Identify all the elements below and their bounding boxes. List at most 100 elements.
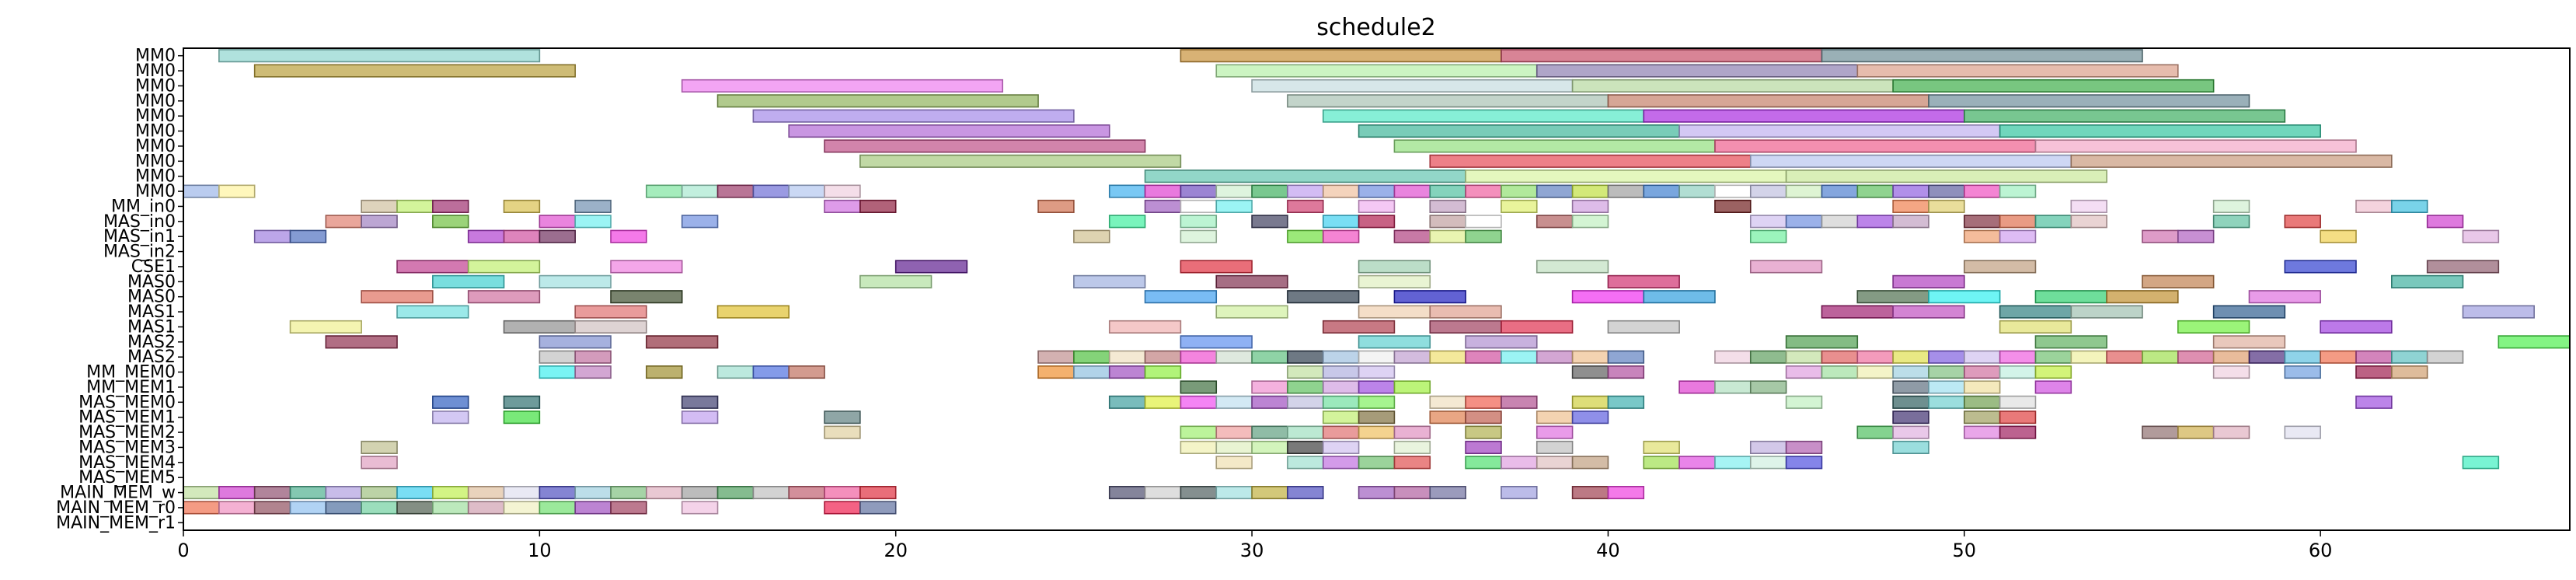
task-bar — [716, 184, 755, 198]
task-bar — [1322, 411, 1360, 425]
task-bar — [1607, 395, 1645, 409]
task-bar — [361, 199, 398, 213]
task-bar — [1892, 365, 1929, 379]
task-bar — [325, 486, 362, 500]
task-bar — [1287, 184, 1324, 198]
task-bar — [716, 305, 790, 319]
task-bar — [1251, 380, 1288, 394]
task-bar — [361, 456, 398, 470]
x-tick-label: 20 — [884, 540, 908, 561]
task-bar — [1856, 64, 2179, 78]
task-bar — [539, 229, 576, 243]
task-bar — [1785, 169, 2107, 183]
task-bar — [2320, 229, 2357, 243]
task-bar — [1393, 184, 1431, 198]
task-bar — [253, 501, 291, 515]
task-bar — [539, 486, 576, 500]
task-bar — [467, 229, 505, 243]
task-bar — [646, 365, 683, 379]
task-bar — [1535, 440, 1574, 454]
task-bar — [2034, 215, 2072, 229]
task-bar — [2355, 199, 2393, 213]
task-bar — [1501, 395, 1538, 409]
task-bar — [1928, 94, 2250, 108]
task-bar — [824, 139, 1146, 153]
x-tick-label: 60 — [2309, 540, 2333, 561]
y-tick-label: MAS_MEM3 — [78, 438, 176, 457]
task-bar — [1358, 274, 1431, 288]
task-bar — [1571, 184, 1609, 198]
task-bar — [1358, 395, 1396, 409]
y-tick-label: MAS0 — [127, 288, 176, 307]
task-bar — [396, 260, 469, 274]
task-bar — [1928, 184, 1965, 198]
task-bar — [467, 260, 541, 274]
task-bar — [1215, 395, 1253, 409]
task-bar — [824, 184, 861, 198]
task-bar — [503, 199, 541, 213]
task-bar — [1180, 260, 1253, 274]
task-bar — [1963, 350, 2001, 364]
y-tick-label: MAS2 — [127, 348, 176, 367]
task-bar — [1928, 290, 2001, 304]
task-bar — [1180, 486, 1218, 500]
task-bar — [2355, 365, 2393, 379]
task-bar — [1251, 215, 1288, 229]
task-bar — [1749, 154, 2072, 168]
task-bar — [2070, 154, 2393, 168]
y-tick-label: MM0 — [135, 61, 176, 81]
task-bar — [1892, 79, 2215, 93]
task-bar — [1501, 350, 1538, 364]
task-bar — [681, 395, 719, 409]
y-tick-label: MAS1 — [127, 317, 176, 337]
task-bar — [2034, 365, 2072, 379]
task-bar — [1358, 260, 1431, 274]
task-bar — [1892, 395, 1929, 409]
task-bar — [1643, 456, 1680, 470]
task-bar — [1429, 320, 1502, 334]
task-bar — [503, 229, 541, 243]
task-bar — [1429, 184, 1466, 198]
task-bar — [1963, 425, 2001, 439]
task-bar — [1963, 411, 2001, 425]
task-bar — [1287, 94, 1609, 108]
task-bar — [1251, 184, 1288, 198]
task-bar — [2106, 290, 2179, 304]
task-bar — [2070, 199, 2107, 213]
task-bar — [1287, 486, 1324, 500]
task-bar — [1999, 184, 2037, 198]
task-bar — [1215, 486, 1253, 500]
task-bar — [1535, 425, 1574, 439]
task-bar — [2391, 350, 2428, 364]
task-bar — [1892, 215, 1929, 229]
task-bar — [1322, 365, 1360, 379]
task-bar — [1429, 154, 1752, 168]
task-bar — [2284, 425, 2321, 439]
task-bar — [1358, 184, 1396, 198]
task-bar — [2177, 320, 2250, 334]
task-bar — [1251, 79, 1574, 93]
task-bar — [1393, 229, 1431, 243]
task-bar — [1180, 184, 1218, 198]
task-bar — [1144, 184, 1182, 198]
task-bar — [610, 501, 647, 515]
task-bar — [1465, 184, 1502, 198]
task-bar — [2034, 380, 2072, 394]
task-bar — [1571, 486, 1609, 500]
task-bar — [1144, 199, 1182, 213]
task-bar — [1287, 350, 1324, 364]
task-bar — [1180, 49, 1502, 63]
task-bar — [1465, 335, 1538, 349]
task-bar — [2142, 425, 2179, 439]
task-bar — [2426, 260, 2500, 274]
task-bar — [396, 199, 434, 213]
x-tick-label: 40 — [1596, 540, 1620, 561]
task-bar — [1892, 411, 1929, 425]
y-tick-label: MM0 — [135, 137, 176, 156]
task-bar — [289, 320, 362, 334]
task-bar — [2284, 350, 2321, 364]
task-bar — [1465, 440, 1502, 454]
task-bar — [1144, 365, 1182, 379]
task-bar — [1037, 350, 1075, 364]
